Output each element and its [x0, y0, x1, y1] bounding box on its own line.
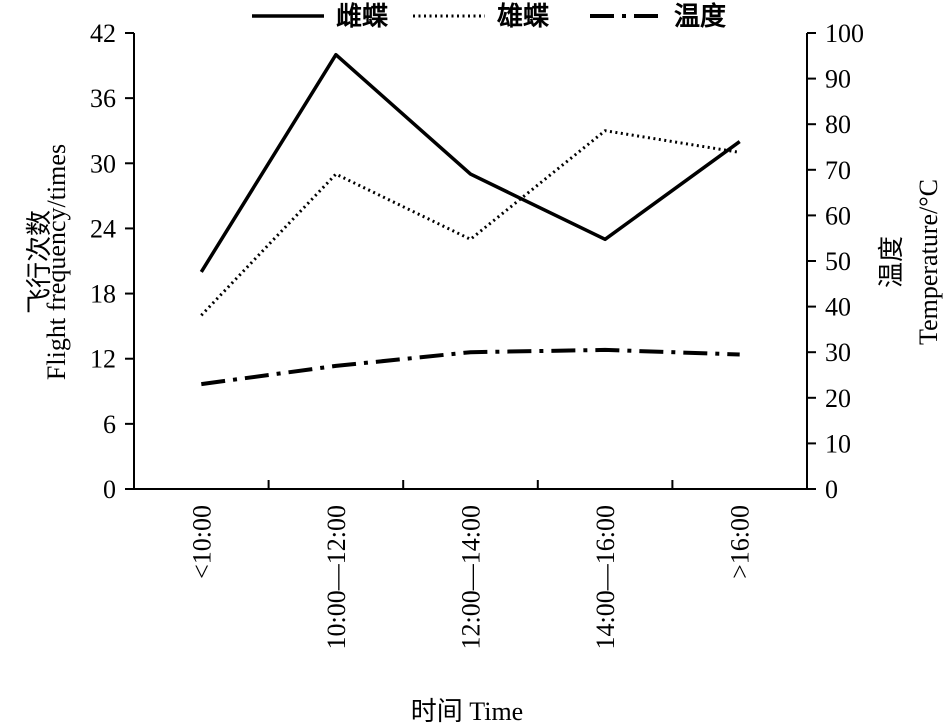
left-y-tick-label: 6 [103, 410, 116, 439]
right-y-tick-label: 40 [825, 293, 851, 322]
right-y-tick-label: 60 [825, 201, 851, 230]
series-line-1 [199, 52, 741, 273]
right-y-tick-label: 90 [825, 65, 851, 94]
axes [133, 33, 808, 490]
right-y-tick-label: 100 [825, 19, 864, 48]
left-y-tick-label: 30 [90, 149, 116, 178]
right-y-tick-label: 50 [825, 247, 851, 276]
right-y-tick-label: 80 [825, 110, 851, 139]
x-tick-label: 14:00—16:00 [591, 505, 620, 649]
left-y-axis-title-en: Flight frequency/times [42, 144, 71, 380]
x-tick-label: <10:00 [187, 505, 216, 579]
left-y-axis-ticks: 0 6 12 18 24 30 36 42 [90, 19, 134, 504]
series-lines [199, 52, 741, 387]
right-y-axis-title-cn: 温度 [877, 236, 906, 288]
legend-label-3: 温度 [674, 1, 726, 32]
right-y-tick-label: 70 [825, 156, 851, 185]
left-y-tick-label: 42 [90, 19, 116, 48]
right-y-tick-label: 0 [825, 475, 838, 504]
right-y-axis-title: 温度 Temperature/°C [877, 179, 943, 345]
series-line-3 [201, 347, 740, 387]
x-axis-title: 时间 Time [411, 697, 523, 726]
left-y-tick-label: 0 [103, 475, 116, 504]
right-y-tick-label: 10 [825, 429, 851, 458]
legend-label-1: 雌蝶 [336, 1, 389, 32]
left-y-axis-title: 飞行次数 Flight frequency/times [25, 144, 71, 380]
legend: 雌蝶 雄蝶 温度 [252, 1, 726, 32]
x-axis-ticks: <10:00 10:00—12:00 12:00—14:00 14:00—16:00 >… [187, 480, 755, 649]
left-y-axis-title-cn: 飞行次数 [25, 210, 54, 314]
series-line-2 [200, 129, 740, 317]
x-tick-label: 10:00—12:00 [322, 505, 351, 649]
right-y-axis-title-en: Temperature/°C [914, 179, 943, 345]
right-y-tick-label: 20 [825, 384, 851, 413]
left-y-tick-label: 36 [90, 84, 116, 113]
left-y-tick-label: 24 [90, 214, 116, 243]
x-tick-label: 12:00—14:00 [457, 505, 486, 649]
left-y-tick-label: 12 [90, 345, 116, 374]
x-tick-label: >16:00 [726, 505, 755, 579]
right-y-tick-label: 30 [825, 338, 851, 367]
right-y-axis-ticks: 0 10 20 30 40 50 60 70 80 90 100 [807, 19, 864, 504]
legend-label-2: 雄蝶 [496, 2, 550, 32]
left-y-tick-label: 18 [90, 280, 116, 309]
